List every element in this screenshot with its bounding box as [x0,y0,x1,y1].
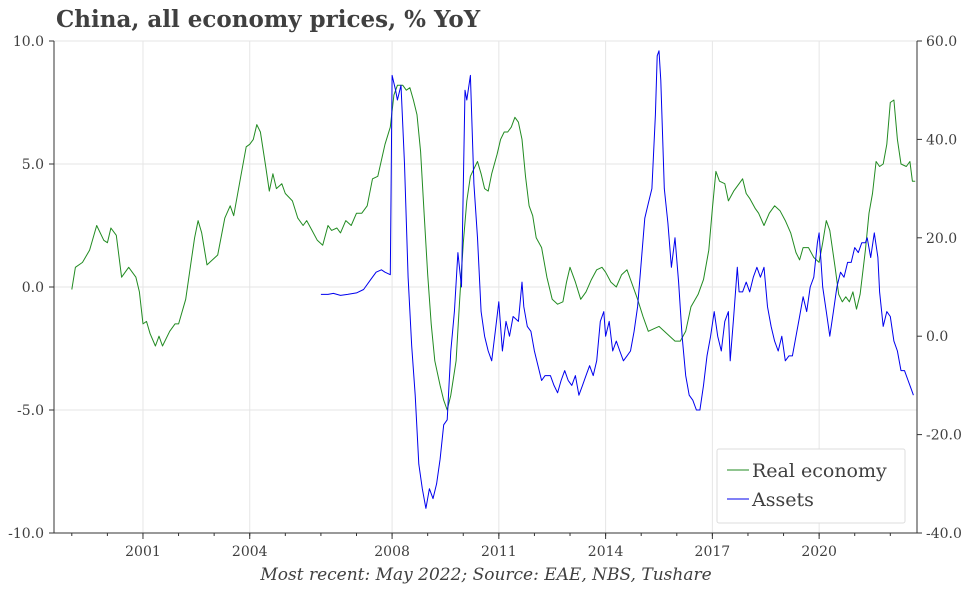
x-tick-label: 2017 [695,544,731,560]
axes-layer: 2001 2004 2008 2011 2014 2017 2020 -10.0 -5.0 0.0… [8,34,962,560]
x-tick-label: 2008 [374,544,410,560]
series-layer [71,50,916,509]
y-right-tick-label: -20.0 [926,428,962,444]
legend: Real economy Assets [716,448,906,524]
series-line-real-economy [71,84,916,411]
y-left-tick-label: 10.0 [13,34,44,50]
x-tick-label: 2001 [125,544,161,560]
y-right-tick-label: -40.0 [926,526,962,542]
y-left-tick-label: 5.0 [22,157,44,173]
x-tick-label: 2014 [588,544,624,560]
y-right-tick-label: 20.0 [926,231,957,247]
y-left-tick-label: 0.0 [22,280,44,296]
legend-box [716,448,906,524]
chart-title: China, all economy prices, % YoY [56,6,481,33]
series-line-assets [320,50,914,509]
y-right-tick-label: 40.0 [926,132,957,148]
x-tick-label: 2020 [801,544,837,560]
y-right-tick-label: 60.0 [926,34,957,50]
y-left-tick-label: -10.0 [8,526,44,542]
chart-source: Most recent: May 2022; Source: EAE, NBS,… [260,565,712,585]
y-right-tick-label: 0.0 [926,329,948,345]
legend-label-assets: Assets [751,489,814,511]
y-left-tick-label: -5.0 [17,403,44,419]
legend-label-real-economy: Real economy [752,460,887,482]
x-tick-label: 2011 [481,544,517,560]
x-tick-label: 2004 [232,544,268,560]
